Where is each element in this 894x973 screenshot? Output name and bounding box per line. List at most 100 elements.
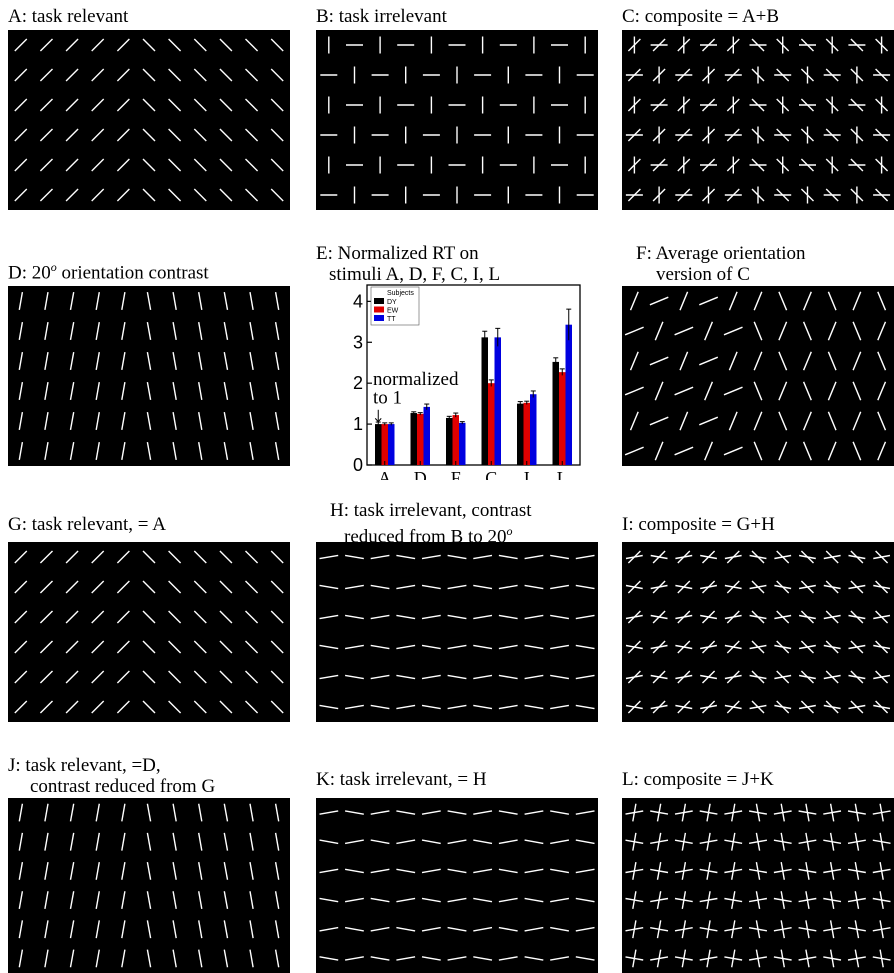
texture-bar (700, 704, 718, 710)
texture-bar (142, 610, 156, 624)
texture-bar (44, 832, 49, 851)
texture-bar (65, 158, 79, 172)
texture-bar (704, 321, 714, 341)
texture-bar (146, 351, 152, 371)
texture-bar (674, 839, 693, 844)
texture-bar (724, 704, 742, 710)
texture-bar (473, 554, 493, 560)
texture-bar (65, 640, 79, 654)
texture-bar (223, 351, 229, 371)
texture-bar (823, 614, 841, 620)
texture-bar (421, 956, 441, 961)
texture-bar (44, 803, 49, 822)
texture-bar (121, 291, 126, 311)
texture-bar (802, 321, 812, 341)
panel-d-title: D: 20o orientation contrast (8, 260, 209, 284)
texture-bar (396, 839, 416, 845)
texture-bar (699, 927, 718, 932)
texture-bar (675, 614, 693, 620)
texture-bar (69, 351, 75, 371)
texture-bar (624, 326, 644, 336)
texture-bar (319, 614, 339, 620)
texture-bar (421, 926, 441, 932)
texture-bar (370, 614, 390, 620)
texture-bar (848, 674, 866, 680)
texture-bar (319, 644, 339, 650)
texture-bar (748, 839, 768, 844)
texture-bar (249, 321, 254, 341)
texture-bar (274, 321, 280, 341)
texture-bar (550, 644, 570, 650)
texture-bar (421, 644, 441, 650)
texture-bar (245, 550, 259, 564)
texture-bar (245, 188, 259, 202)
texture-bar (877, 411, 887, 431)
texture-bar (121, 949, 126, 968)
texture-bar (65, 128, 79, 142)
texture-bar (370, 644, 390, 650)
texture-bar (370, 868, 390, 874)
texture-bar (575, 897, 595, 903)
texture-bar (223, 291, 229, 311)
texture-bar (249, 803, 254, 822)
bar-tt-d (423, 406, 430, 465)
texture-bar (319, 674, 339, 680)
texture-bar (344, 644, 364, 650)
texture-bar (674, 868, 693, 874)
texture-bar (823, 956, 842, 961)
texture-bar (116, 128, 130, 142)
texture-bar (524, 839, 544, 845)
texture-bar (823, 704, 841, 710)
texture-bar (39, 128, 53, 142)
texture-bar (753, 441, 763, 461)
texture-bar (773, 810, 792, 815)
bar-tt-c (494, 337, 501, 465)
texture-bar (447, 674, 467, 680)
texture-bar (447, 868, 467, 874)
texture-bar (168, 640, 182, 654)
texture-bar (473, 897, 493, 903)
texture-bar (852, 321, 862, 341)
texture-bar (44, 351, 49, 371)
texture-bar (447, 704, 467, 710)
texture-bar (827, 441, 837, 461)
texture-bar (650, 839, 669, 844)
texture-bar (65, 38, 79, 52)
texture-bar (498, 868, 518, 874)
texture-bar (274, 441, 280, 461)
texture-bar (249, 291, 254, 311)
texture-bar (39, 158, 53, 172)
texture-bar (649, 416, 669, 426)
texture-bar (245, 610, 259, 624)
texture-bar (674, 927, 693, 932)
texture-bar (172, 949, 177, 968)
texture-bar (872, 839, 891, 844)
texture-bar (193, 128, 207, 142)
texture-bar (146, 321, 152, 341)
panel-b-title: B: task irrelevant (316, 6, 447, 27)
texture-bar (675, 704, 693, 710)
texture-bar (798, 927, 817, 932)
texture-bar (848, 584, 866, 590)
texture-bar (847, 897, 866, 903)
texture-bar (245, 128, 259, 142)
texture-bar (193, 68, 207, 82)
texture-bar (270, 188, 284, 202)
texture-bar (798, 644, 816, 650)
texture-bar (524, 810, 544, 815)
texture-bar (270, 158, 284, 172)
texture-bar (198, 411, 203, 431)
texture-bar (396, 644, 416, 650)
bar-tt-a (388, 424, 395, 465)
texture-bar (524, 704, 544, 710)
panel-k-title: K: task irrelevant, = H (316, 769, 487, 790)
texture-bar (674, 810, 693, 815)
texture-bar (69, 891, 75, 910)
texture-bar (146, 832, 152, 851)
texture-bar (18, 291, 24, 311)
texture-bar (753, 411, 763, 431)
texture-bar (91, 38, 105, 52)
texture-bar (798, 956, 817, 961)
texture-bar (749, 554, 767, 560)
texture-bar (142, 188, 156, 202)
